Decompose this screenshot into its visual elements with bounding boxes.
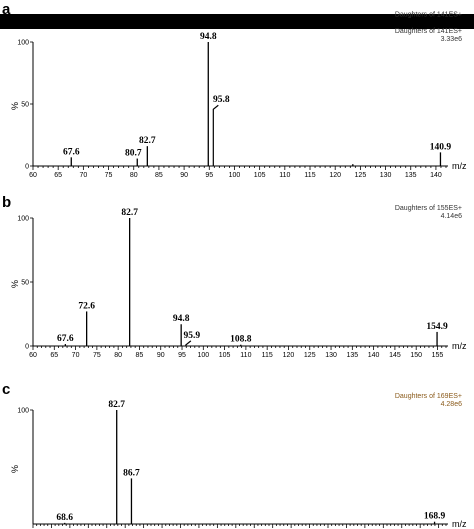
panel-b-peak-label: 94.8 — [173, 314, 190, 324]
panel-b-peak-label: 82.7 — [121, 208, 138, 218]
panel-letter-b: b — [2, 194, 11, 211]
panel-b-intensity: 4.14e6 — [441, 213, 463, 220]
panel-c-y-tick-label: 100 — [17, 408, 29, 415]
panel-b-x-tick-label: 145 — [389, 352, 401, 359]
panel-a-peak-label: 80.7 — [125, 149, 142, 159]
panel-b-peak-label: 72.6 — [78, 301, 95, 311]
panel-b-y-tick-label: 100 — [17, 216, 29, 223]
top-occlusion-bar — [0, 14, 474, 29]
panel-a-x-tick-label: 90 — [180, 172, 188, 179]
panel-c-intensity: 4.28e6 — [441, 401, 463, 408]
panel-a-x-tick-label: 135 — [405, 172, 417, 179]
panel-b-x-tick-label: 75 — [93, 352, 101, 359]
panel-a-x-tick-label: 70 — [79, 172, 87, 179]
panel-a-x-tick-label: 115 — [304, 172, 315, 179]
panel-a-peak-label: 82.7 — [139, 136, 156, 146]
spectrum-panel-c: 100% m/z 68.6 82.7 86.7 168.9 — [10, 400, 467, 529]
panel-a-header: Daughters of 141ES+ — [395, 12, 462, 19]
panel-a-x-tick-label: 80 — [130, 172, 138, 179]
panel-a-peak-line — [212, 104, 219, 166]
panel-a-peak-label: 67.6 — [63, 147, 80, 157]
panel-b-y-tick-label: 50 — [21, 280, 29, 287]
panel-b-x-tick-label: 115 — [262, 352, 273, 359]
panel-b-x-tick-label: 95 — [178, 352, 186, 359]
panel-b-peak-label: 108.8 — [230, 335, 252, 345]
panel-a-y-tick-label: 50 — [21, 102, 29, 109]
panel-b-y-label: % — [10, 280, 20, 288]
panel-a-y-tick-label: 100 — [17, 40, 29, 47]
panel-b-x-tick-label: 120 — [283, 352, 295, 359]
panel-a-intensity: 3.33e6 — [441, 36, 463, 43]
panel-a-x-tick-label: 85 — [155, 172, 163, 179]
panel-a-x-tick-label: 130 — [380, 172, 392, 179]
panel-b-x-label: m/z — [452, 341, 467, 351]
panel-b-x-tick-label: 125 — [304, 352, 316, 359]
panel-c-peak-label: 168.9 — [424, 512, 446, 522]
panel-b-x-tick-label: 100 — [197, 352, 209, 359]
panel-b-x-tick-label: 60 — [29, 352, 37, 359]
panel-b-peak-label: 95.9 — [184, 331, 201, 341]
panel-b-x-tick-label: 110 — [240, 352, 251, 359]
panel-a-x-tick-label: 100 — [229, 172, 241, 179]
panel-c-peak-label: 82.7 — [108, 400, 125, 410]
panel-a-x-tick-label: 110 — [279, 172, 290, 179]
panel-b-x-tick-label: 105 — [219, 352, 231, 359]
panel-a-x-tick-label: 75 — [105, 172, 113, 179]
panel-b-x-tick-label: 70 — [72, 352, 80, 359]
panel-b-x-tick-label: 135 — [346, 352, 358, 359]
panel-a-peak-label: 140.9 — [430, 142, 452, 152]
panel-a-header-repeat: Daughters of 141ES+ — [395, 28, 462, 35]
panel-a-peak-label: 95.8 — [213, 95, 230, 105]
panel-b-header: Daughters of 155ES+ — [395, 205, 462, 212]
spectrum-panel-b: 0 50 100% 60 65 70 75 80 85 90 95 100 105 110 115 120 12… — [10, 208, 467, 359]
panel-b-x-tick-label: 80 — [114, 352, 122, 359]
panel-letter-a: a — [2, 1, 11, 18]
panel-a-x-tick-label: 105 — [254, 172, 266, 179]
panel-b-x-tick-label: 90 — [157, 352, 165, 359]
panel-a-x-tick-label: 140 — [430, 172, 442, 179]
panel-b-x-tick-label: 155 — [432, 352, 444, 359]
panel-a-peak-label: 94.8 — [200, 32, 217, 42]
panel-a-y-label: % — [10, 102, 20, 110]
panel-b-x-tick-label: 130 — [325, 352, 337, 359]
panel-b-peak-label: 67.6 — [57, 334, 74, 344]
spectrum-panel-a: 0 50 100% 60 65 70 75 80 85 90 95 100 105 110 115 120 12… — [10, 32, 467, 179]
panel-c-peak-label: 68.6 — [56, 513, 73, 523]
panel-a-x-label: m/z — [452, 161, 467, 171]
panel-a-x-tick-label: 120 — [329, 172, 341, 179]
panel-c-peak-label: 86.7 — [123, 468, 140, 478]
panel-a-y-tick-label: 0 — [25, 164, 29, 171]
panel-b-peak-label: 154.9 — [426, 322, 448, 332]
panel-b-x-tick-label: 140 — [368, 352, 380, 359]
panel-b-x-tick-label: 65 — [50, 352, 58, 359]
panel-c-y-label: % — [10, 465, 20, 473]
panel-b-x-tick-label: 85 — [136, 352, 144, 359]
panel-a-x-tick-label: 125 — [355, 172, 367, 179]
panel-b-y-tick-label: 0 — [25, 344, 29, 351]
panel-b-peak-line — [185, 340, 192, 346]
panel-a-x-tick-label: 65 — [54, 172, 62, 179]
panel-a-x-tick-label: 95 — [205, 172, 213, 179]
panel-c-header: Daughters of 169ES+ — [395, 393, 462, 400]
panel-a-x-tick-label: 60 — [29, 172, 37, 179]
panel-b-x-tick-label: 150 — [410, 352, 422, 359]
panel-letter-c: c — [2, 381, 10, 398]
panel-c-x-label: m/z — [452, 519, 467, 529]
